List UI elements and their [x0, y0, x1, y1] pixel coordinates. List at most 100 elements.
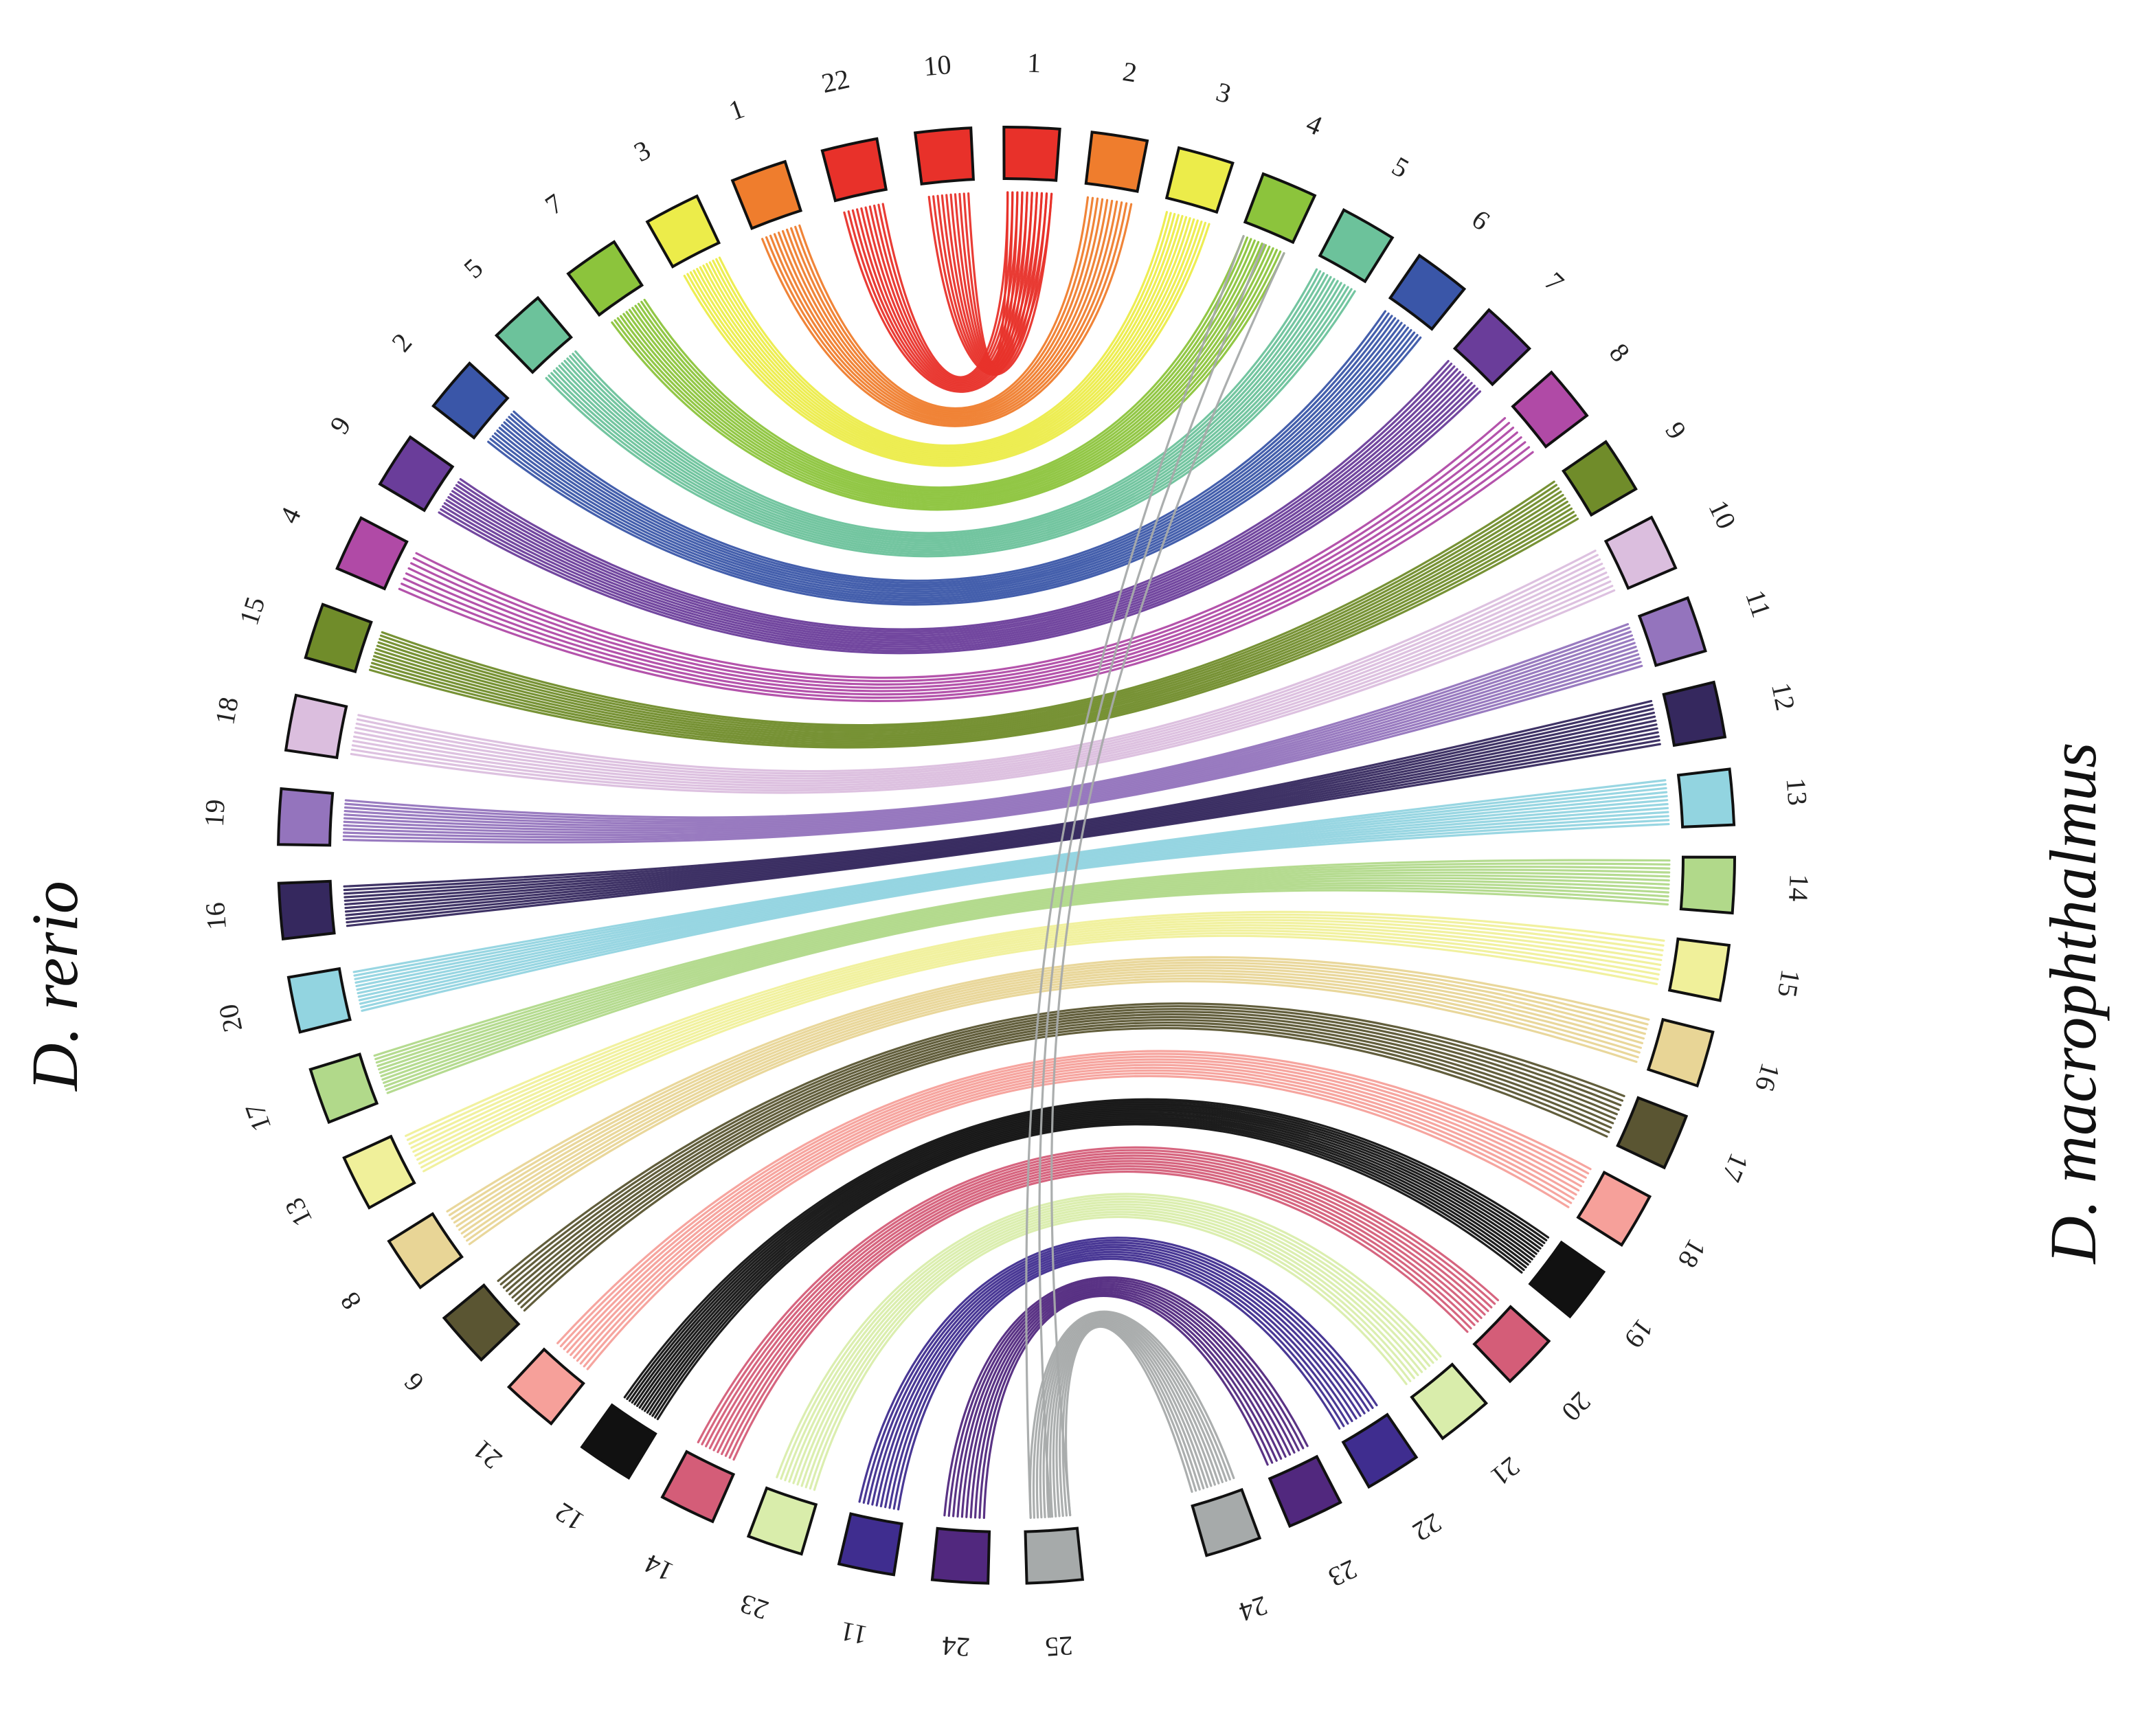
link-bundle-23-24	[943, 1276, 1309, 1520]
link-bundle-10-18	[350, 550, 1616, 794]
chromosome-label-dm-17: 17	[1715, 1149, 1755, 1186]
chromosome-block-dm-21	[1410, 1362, 1489, 1441]
synteny-link	[561, 278, 1336, 545]
link-bundle-9-15	[368, 480, 1579, 749]
synteny-link	[847, 192, 1048, 392]
synteny-link	[559, 1052, 1590, 1348]
synteny-link	[357, 807, 1669, 998]
synteny-link	[708, 1154, 1489, 1450]
chromosome-label-dm-2: 2	[1120, 56, 1139, 89]
synteny-link	[455, 967, 1645, 1228]
chromosome-block-dm-17	[1616, 1096, 1689, 1170]
synteny-link	[511, 1015, 1617, 1299]
synteny-link	[732, 1171, 1469, 1461]
synteny-link	[566, 273, 1329, 541]
synteny-link	[858, 1237, 1378, 1503]
link-bundle-5-5	[545, 268, 1356, 558]
chromosome-block-dm-22	[1341, 1412, 1419, 1489]
synteny-link	[350, 589, 1616, 794]
chromosome-label-dr-2: 2	[385, 327, 418, 357]
chromosome-block-dr-2	[431, 361, 510, 440]
synteny-link	[455, 365, 1456, 635]
chromosome-label-dm-19: 19	[1619, 1314, 1660, 1354]
synteny-link	[403, 441, 1527, 696]
synteny-link	[777, 199, 1114, 420]
synteny-link	[351, 580, 1612, 789]
chromosome-label-dr-14: 14	[640, 1548, 678, 1588]
synteny-link	[569, 272, 1325, 539]
synteny-link	[510, 312, 1390, 585]
synteny-link	[550, 286, 1349, 554]
synteny-link	[866, 1241, 1370, 1505]
synteny-link	[356, 554, 1599, 775]
synteny-link	[343, 649, 1638, 834]
synteny-link	[696, 218, 1195, 460]
chromosome-block-dr-16	[277, 879, 336, 941]
chromosome-label-dm-15: 15	[1772, 967, 1807, 1000]
synteny-link	[628, 1102, 1546, 1402]
synteny-link	[343, 708, 1654, 895]
species-label-right: D. macrophthalmus	[2036, 742, 2110, 1265]
synteny-link	[345, 735, 1660, 920]
chromosome-block-dm-7	[1452, 308, 1532, 387]
chromosome-label-dr-23: 23	[736, 1588, 772, 1626]
chromosome-block-dm-9	[1562, 440, 1638, 517]
link-bundle-3-3	[683, 211, 1210, 467]
chromosome-block-dr-12	[580, 1403, 657, 1480]
chromosome-label-dr-19: 19	[199, 798, 231, 827]
synteny-link	[383, 884, 1669, 1087]
synteny-link	[717, 1160, 1483, 1454]
synteny-link	[892, 1255, 1345, 1510]
synteny-link	[372, 504, 1571, 741]
synteny-link	[514, 1018, 1614, 1303]
chromosome-label-dm-18: 18	[1672, 1234, 1713, 1273]
chromosome-label-dr-15: 15	[233, 593, 271, 629]
synteny-link	[790, 197, 1099, 414]
synteny-link	[375, 865, 1671, 1064]
synteny-link	[458, 969, 1644, 1231]
synteny-link	[765, 202, 1128, 425]
chromosome-label-dr-25: 25	[1044, 1630, 1074, 1663]
synteny-link	[352, 779, 1667, 973]
synteny-link	[702, 216, 1188, 456]
synteny-link	[686, 221, 1207, 465]
synteny-link	[798, 196, 1090, 410]
synteny-link	[370, 510, 1575, 745]
synteny-link	[505, 317, 1397, 589]
synteny-link	[423, 934, 1658, 1173]
synteny-link	[570, 1061, 1582, 1356]
synteny-link	[788, 1200, 1431, 1483]
chromosome-block-dm-16	[1646, 1017, 1715, 1088]
synteny-link	[555, 282, 1342, 549]
synteny-link	[438, 390, 1482, 655]
synteny-link	[784, 1198, 1434, 1482]
synteny-link	[344, 623, 1630, 819]
synteny-link	[443, 381, 1473, 648]
chromosome-block-dr-7	[566, 240, 644, 317]
synteny-link	[447, 376, 1467, 644]
synteny-link	[706, 214, 1184, 454]
synteny-link	[343, 630, 1632, 823]
synteny-link	[1046, 1318, 1216, 1518]
synteny-link	[468, 980, 1638, 1245]
chromosome-label-dr-3: 3	[629, 134, 655, 168]
synteny-link	[361, 822, 1670, 1012]
synteny-link	[873, 191, 1019, 382]
synteny-link	[343, 653, 1640, 837]
synteny-link	[699, 217, 1191, 458]
synteny-link	[408, 916, 1664, 1145]
synteny-link	[379, 484, 1558, 729]
synteny-link	[357, 802, 1669, 995]
synteny-link	[405, 910, 1665, 1138]
synteny-link	[978, 1292, 1274, 1519]
synteny-link	[1032, 1312, 1231, 1519]
synteny-link	[491, 331, 1416, 602]
synteny-link	[451, 961, 1647, 1220]
synteny-link	[497, 1002, 1625, 1283]
synteny-link	[656, 1123, 1523, 1421]
synteny-link	[381, 480, 1555, 727]
synteny-link	[633, 1105, 1542, 1406]
synteny-link	[884, 1250, 1353, 1509]
synteny-link	[692, 219, 1199, 462]
synteny-link	[724, 1165, 1476, 1457]
